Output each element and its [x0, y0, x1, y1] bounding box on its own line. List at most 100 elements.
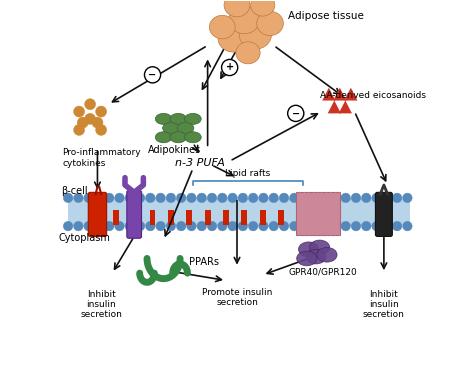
Circle shape	[73, 193, 83, 203]
Ellipse shape	[229, 6, 260, 34]
Circle shape	[221, 60, 238, 75]
Circle shape	[207, 193, 217, 203]
Ellipse shape	[177, 122, 194, 134]
Circle shape	[402, 193, 412, 203]
Circle shape	[310, 221, 319, 231]
Circle shape	[84, 99, 96, 110]
FancyBboxPatch shape	[88, 192, 107, 236]
Circle shape	[64, 221, 73, 231]
Circle shape	[166, 221, 176, 231]
Circle shape	[331, 193, 340, 203]
Circle shape	[176, 193, 186, 203]
Circle shape	[238, 221, 247, 231]
Circle shape	[73, 124, 84, 135]
Circle shape	[341, 193, 350, 203]
Circle shape	[156, 221, 165, 231]
Text: Lipid rafts: Lipid rafts	[226, 169, 271, 178]
Circle shape	[310, 193, 319, 203]
Circle shape	[104, 221, 114, 231]
Circle shape	[228, 221, 237, 231]
Circle shape	[290, 193, 299, 203]
Circle shape	[146, 193, 155, 203]
Circle shape	[362, 221, 371, 231]
Text: Promote insulin
secretion: Promote insulin secretion	[202, 288, 272, 307]
Text: −: −	[148, 70, 156, 80]
Ellipse shape	[310, 240, 330, 255]
Polygon shape	[328, 101, 341, 113]
Circle shape	[300, 193, 310, 203]
Ellipse shape	[239, 20, 272, 49]
Circle shape	[248, 221, 258, 231]
Circle shape	[135, 221, 145, 231]
Circle shape	[218, 193, 227, 203]
Ellipse shape	[299, 242, 319, 257]
Text: Inhibit
insulin
secretion: Inhibit insulin secretion	[363, 290, 405, 319]
Circle shape	[279, 193, 289, 203]
Circle shape	[84, 113, 96, 124]
Circle shape	[207, 221, 217, 231]
Circle shape	[104, 193, 114, 203]
Circle shape	[300, 221, 310, 231]
Ellipse shape	[170, 132, 186, 143]
Circle shape	[77, 117, 88, 128]
Text: n-3 PUFA: n-3 PUFA	[175, 158, 225, 168]
Circle shape	[269, 221, 279, 231]
Circle shape	[94, 193, 104, 203]
Circle shape	[290, 221, 299, 231]
Circle shape	[218, 221, 227, 231]
Text: Cytoplasm: Cytoplasm	[59, 233, 111, 243]
Circle shape	[372, 221, 381, 231]
Circle shape	[362, 193, 371, 203]
FancyBboxPatch shape	[375, 192, 392, 236]
Circle shape	[197, 193, 207, 203]
Circle shape	[125, 221, 135, 231]
Circle shape	[166, 193, 176, 203]
Bar	[241, 210, 247, 225]
Circle shape	[259, 193, 268, 203]
Circle shape	[248, 193, 258, 203]
FancyBboxPatch shape	[296, 192, 340, 235]
Text: GPR40/GPR120: GPR40/GPR120	[289, 268, 358, 277]
Circle shape	[392, 193, 402, 203]
Circle shape	[135, 193, 145, 203]
Text: Pro-inflammatory
cytokines: Pro-inflammatory cytokines	[63, 148, 141, 168]
Circle shape	[269, 193, 279, 203]
Circle shape	[92, 117, 103, 128]
Circle shape	[372, 193, 381, 203]
Circle shape	[288, 105, 304, 121]
FancyBboxPatch shape	[68, 198, 410, 226]
Ellipse shape	[155, 132, 172, 143]
Ellipse shape	[224, 0, 250, 17]
Circle shape	[402, 221, 412, 231]
Circle shape	[279, 221, 289, 231]
Circle shape	[197, 221, 207, 231]
Bar	[94, 210, 100, 225]
Ellipse shape	[210, 15, 235, 39]
Circle shape	[84, 193, 93, 203]
Ellipse shape	[297, 251, 317, 266]
Ellipse shape	[218, 24, 249, 52]
Ellipse shape	[185, 132, 201, 143]
Circle shape	[351, 193, 361, 203]
Ellipse shape	[257, 11, 283, 36]
Ellipse shape	[170, 113, 186, 124]
Circle shape	[238, 193, 247, 203]
Text: +: +	[226, 63, 234, 73]
Bar	[205, 210, 210, 225]
Polygon shape	[333, 88, 346, 101]
Circle shape	[94, 221, 104, 231]
Circle shape	[320, 221, 330, 231]
Circle shape	[320, 193, 330, 203]
Circle shape	[146, 221, 155, 231]
Ellipse shape	[251, 0, 275, 16]
Bar	[113, 210, 119, 225]
Text: AA-derived eicosanoids: AA-derived eicosanoids	[320, 91, 426, 100]
Circle shape	[331, 221, 340, 231]
Ellipse shape	[236, 42, 260, 64]
Circle shape	[96, 106, 107, 117]
Circle shape	[341, 221, 350, 231]
FancyBboxPatch shape	[127, 191, 142, 238]
Circle shape	[115, 221, 124, 231]
Circle shape	[176, 221, 186, 231]
Circle shape	[125, 193, 135, 203]
